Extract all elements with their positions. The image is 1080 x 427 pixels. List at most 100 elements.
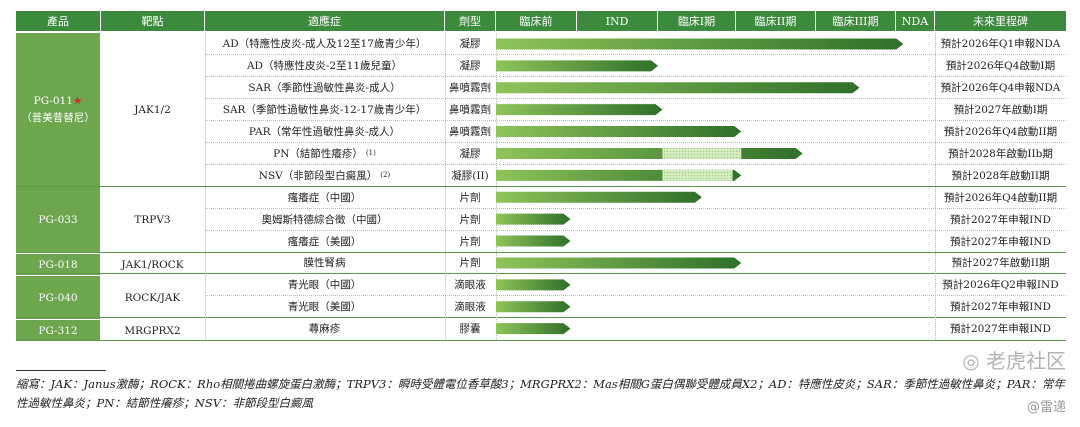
progress-bar-hatched-segment xyxy=(662,147,742,159)
dosage-cell: 膠囊 xyxy=(459,323,481,336)
progress-bar xyxy=(496,323,571,335)
row-divider xyxy=(205,142,1066,143)
indication-cell: PN（結節性癢疹） (1) xyxy=(205,143,444,165)
header-product: 產品 xyxy=(16,11,100,31)
product-cell-pg-011: PG-011★ （普美昔替尼） xyxy=(16,33,100,186)
star-icon: ★ xyxy=(72,94,83,107)
indication-text: AD（特應性皮炎-成人及12至17歲青少年） xyxy=(222,38,427,51)
milestone-cell: 預計2026年Q1申報NDA xyxy=(940,38,1061,51)
progress-bar xyxy=(496,235,571,247)
indication-cell: 青光眼（中國） xyxy=(205,274,444,296)
indication-text: SAR（季節性過敏性鼻炎-12-17歲青少年） xyxy=(222,104,427,117)
product-name: PG-018 xyxy=(38,258,78,271)
row-divider xyxy=(205,98,1066,100)
column-divider xyxy=(205,33,206,340)
indication-cell: SAR（季節性過敏性鼻炎-12-17歲青少年） xyxy=(205,99,444,121)
row-divider xyxy=(205,120,1066,122)
product-name: PG-011 xyxy=(33,94,73,107)
progress-bar xyxy=(496,279,571,291)
row-divider xyxy=(205,207,1066,209)
watermark-handle: @雷递 xyxy=(1026,400,1066,415)
row-divider xyxy=(16,317,1066,319)
indication-text: 膜性腎病 xyxy=(303,257,346,270)
row-divider xyxy=(205,163,1066,165)
progress-bar xyxy=(496,301,571,313)
indication-text: 瘙癢症（美國） xyxy=(287,235,362,248)
milestone-cell: 預計2026年Q2申報IND xyxy=(942,279,1059,292)
indication-cell: 瘙癢症（中國） xyxy=(205,186,444,208)
dosage-cell: 鼻噴霧劑 xyxy=(449,82,491,95)
dosage-cell: 凝膠 xyxy=(459,60,481,73)
milestone-cell: 預計2028年啟動II期 xyxy=(951,169,1050,182)
milestone-cell: 預計2027年申報IND xyxy=(950,213,1051,226)
milestone-cell: 預計2027年啟動II期 xyxy=(951,257,1050,270)
indication-cell: AD（特應性皮炎-成人及12至17歲青少年） xyxy=(205,33,444,55)
footnote-marker: (1) xyxy=(365,149,376,158)
row-divider xyxy=(16,185,1066,187)
product-generic-name: （普美昔替尼） xyxy=(21,111,95,124)
header-dosage: 劑型 xyxy=(445,11,495,31)
dosage-cell: 滴眼液 xyxy=(454,279,486,292)
header-milestone: 未來里程碑 xyxy=(935,11,1066,31)
column-divider xyxy=(935,33,936,340)
product-cell-pg-040: PG-040 xyxy=(16,276,100,319)
product-name: PG-033 xyxy=(38,214,78,226)
milestone-cell: 預計2027年申報IND xyxy=(950,323,1051,336)
dosage-cell: 片劑 xyxy=(459,235,481,248)
progress-bar xyxy=(496,126,742,138)
indication-cell: NSV（非節段型白癜風） (2) xyxy=(205,164,444,186)
header-ind: IND xyxy=(577,11,657,31)
progress-bar-hatched-segment xyxy=(662,169,733,181)
dosage-cell: 凝膠 xyxy=(459,147,481,160)
dosage-cell: 凝膠(II) xyxy=(451,169,489,182)
footnote-divider xyxy=(16,370,106,371)
indication-cell: 蕁麻疹 xyxy=(205,318,444,340)
indication-cell: 青光眼（美國） xyxy=(205,296,444,318)
indication-text: 瘙癢症（中國） xyxy=(287,191,362,204)
dosage-cell: 滴眼液 xyxy=(454,301,486,314)
watermark-text: 老虎社区 xyxy=(986,349,1066,373)
indication-text: NSV（非節段型白癜風） xyxy=(258,169,378,182)
row-divider xyxy=(205,295,1066,297)
header-nda: NDA xyxy=(896,11,934,31)
indication-text: AD（特應性皮炎-2至11歲兒童） xyxy=(246,60,403,73)
row-divider xyxy=(205,54,1066,56)
indication-text: 青光眼（中國） xyxy=(287,279,362,292)
indication-cell: PAR（常年性過敏性鼻炎-成人） xyxy=(205,121,444,143)
watermark-logo: ◎ 老虎社区 xyxy=(962,349,1066,373)
target-cell-pg-312: MRGPRX2 xyxy=(124,324,181,337)
milestone-cell: 預計2027年申報IND xyxy=(950,301,1051,314)
table-bottom-border xyxy=(16,339,1066,341)
progress-bar xyxy=(496,213,571,225)
milestone-cell: 預計2027年啟動I期 xyxy=(953,104,1048,117)
indication-cell: AD（特應性皮炎-2至11歲兒童） xyxy=(205,55,444,77)
product-name: PG-312 xyxy=(38,324,78,337)
milestone-cell: 預計2026年Q4申報NDA xyxy=(940,82,1061,95)
progress-bar xyxy=(496,191,702,203)
progress-bar xyxy=(496,82,860,94)
header-phase2: 臨床II期 xyxy=(736,11,815,31)
milestone-cell: 預計2026年Q4啟動II期 xyxy=(943,126,1058,139)
milestone-cell: 預計2026年Q4啟動II期 xyxy=(943,191,1058,204)
row-divider xyxy=(205,76,1066,78)
indication-text: 奧姆斯特德綜合徵（中國） xyxy=(261,213,388,226)
product-cell-pg-033: PG-033 xyxy=(16,187,100,253)
milestone-cell: 預計2027年申報IND xyxy=(950,235,1051,248)
dosage-cell: 凝膠 xyxy=(459,38,481,51)
indication-text: PAR（常年性過敏性鼻炎-成人） xyxy=(248,126,401,139)
column-divider xyxy=(445,33,446,340)
target-cell-pg-033: TRPV3 xyxy=(134,214,171,226)
header-target: 靶點 xyxy=(101,11,204,31)
indication-text: SAR（季節性過敏性鼻炎-成人） xyxy=(248,82,401,95)
dosage-cell: 鼻噴霧劑 xyxy=(449,126,491,139)
row-divider xyxy=(16,273,1066,275)
indication-text: 青光眼（美國） xyxy=(287,301,362,314)
progress-bar xyxy=(496,60,659,72)
indication-cell: 瘙癢症（美國） xyxy=(205,230,444,252)
progress-bar xyxy=(496,257,742,269)
row-divider xyxy=(205,229,1066,231)
indication-text: 蕁麻疹 xyxy=(308,323,341,336)
indication-cell: 膜性腎病 xyxy=(205,252,444,274)
milestone-cell: 預計2026年Q4啟動I期 xyxy=(945,60,1056,73)
